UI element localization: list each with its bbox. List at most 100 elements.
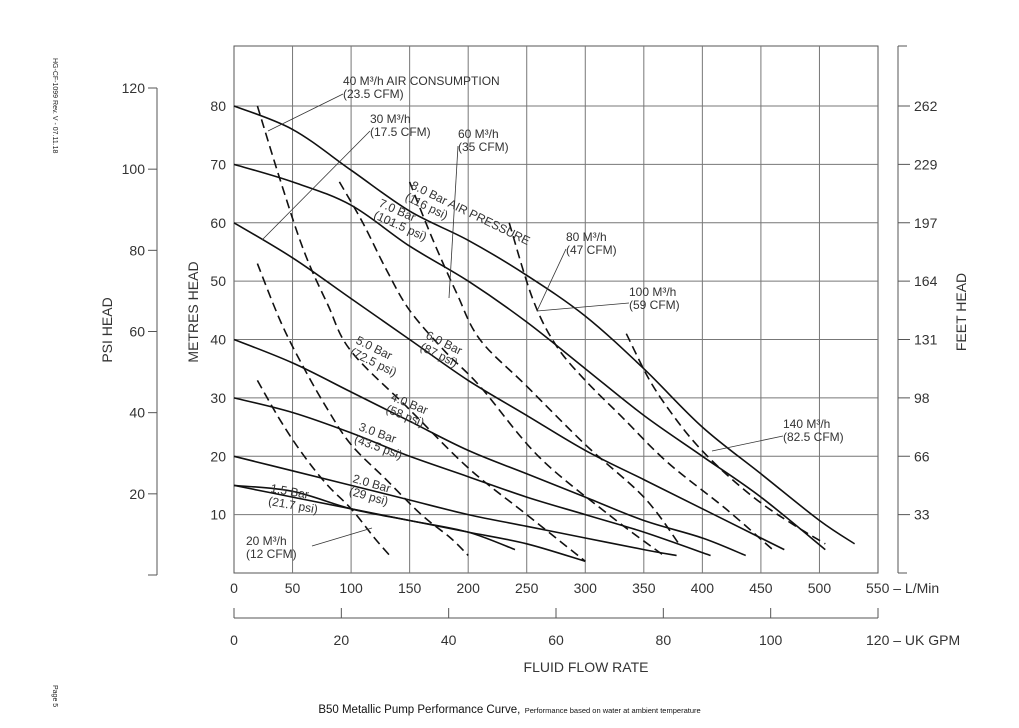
metres-tick-label: 80	[210, 98, 226, 114]
series-label-line: 100 M³/h	[629, 285, 676, 299]
caption-main: B50 Metallic Pump Performance Curve,	[318, 704, 521, 716]
series-labels: 8.0 Bar AIR PRESSURE(116 psi)7.0 Bar(101…	[246, 74, 844, 561]
gpm-tick-label: 0	[230, 632, 238, 648]
series-label-9: 30 M³/h (17.5 CFM)	[370, 112, 431, 139]
gpm-tick-label: 60	[548, 632, 564, 648]
caption-note: Performance based on water at ambient te…	[524, 706, 701, 715]
air-pressure-curve-4	[233, 397, 711, 557]
series-label-line: (17.5 CFM)	[370, 125, 431, 139]
feet-tick-label: 33	[914, 507, 930, 523]
series-label-line: (47 CFM)	[566, 243, 617, 257]
metres-ticks: 10 20 30 40 50 60 70 80	[210, 98, 226, 523]
lmin-ticks: 0 50 100 150 200 250 300 350 400 450 500	[230, 580, 831, 596]
feet-tick-label: 197	[914, 215, 938, 231]
label-leader-line	[536, 248, 567, 312]
lmin-tick-label: 200	[457, 580, 481, 596]
label-leader-line	[267, 93, 344, 132]
metres-tick-label: 60	[210, 215, 226, 231]
air-consumption-curve-13	[508, 222, 774, 551]
chart-caption: B50 Metallic Pump Performance Curve, Per…	[0, 700, 1019, 718]
air-pressure-curve-0	[233, 105, 856, 545]
air-consumption-curve-9	[256, 263, 469, 557]
series-label-line: (59 CFM)	[629, 298, 680, 312]
lmin-tick-label: 350	[632, 580, 656, 596]
grid	[234, 46, 878, 573]
series-label-8: 20 M³/h (12 CFM)	[246, 534, 297, 561]
series-label-line: 30 M³/h	[370, 112, 411, 126]
plot-frame	[233, 45, 879, 574]
document-id: HG-CF-1099 Rev. V - 07.11.18	[51, 58, 58, 154]
series-label-line: 80 M³/h	[566, 230, 607, 244]
metres-tick-label: 50	[210, 273, 226, 289]
air-consumption-curve-11	[338, 181, 665, 557]
series-label-3: 5.0 Bar(72.5 psi)	[348, 333, 405, 379]
series-label-line: (82.5 CFM)	[783, 430, 844, 444]
psi-axis-label: PSI HEAD	[99, 297, 115, 362]
series-label-line: 60 M³/h	[458, 127, 499, 141]
lmin-tick-label: 50	[285, 580, 301, 596]
lmin-tick-label: 150	[398, 580, 422, 596]
metres-axis-label: METRES HEAD	[185, 261, 201, 362]
feet-tick-label: 262	[914, 98, 938, 114]
lmin-tick-label: 250	[515, 580, 539, 596]
feet-ticks: 33 66 98 131 164 197 229 262	[898, 45, 938, 574]
series-label-6: 2.0 Bar(29 psi)	[348, 471, 394, 508]
lmin-axis-end-label: 550 – L/Min	[866, 580, 939, 596]
feet-tick-label: 131	[914, 332, 938, 348]
psi-tick-label: 20	[129, 486, 145, 502]
metres-tick-label: 10	[210, 507, 226, 523]
lmin-tick-label: 300	[574, 580, 598, 596]
feet-axis-label: FEET HEAD	[953, 273, 969, 351]
label-leader-line	[448, 145, 459, 299]
series-label-line: 140 M³/h	[783, 417, 830, 431]
lmin-tick-label: 400	[691, 580, 715, 596]
lmin-tick-label: 0	[230, 580, 238, 596]
metres-tick-label: 40	[210, 332, 226, 348]
air-pressure-curve-3	[233, 338, 746, 557]
series-label-line: 20 M³/h	[246, 534, 287, 548]
gpm-axis-end-label: 120 – UK GPM	[866, 632, 960, 648]
air-pressure-curve-5	[233, 455, 677, 557]
metres-tick-label: 30	[210, 390, 226, 406]
gpm-ticks: 0 20 40 60 80 100	[230, 608, 879, 648]
feet-tick-label: 66	[914, 448, 930, 464]
label-leader-line	[311, 527, 373, 547]
air-pressure-curve-7	[233, 484, 516, 551]
series-label-line: 1.5 Bar	[269, 481, 310, 502]
series-label-7: 1.5 Bar(21.7 psi)	[267, 481, 321, 516]
series-label-10: 40 M³/h AIR CONSUMPTION (23.5 CFM)	[343, 74, 500, 101]
x-axis-label: FLUID FLOW RATE	[524, 659, 649, 675]
feet-tick-label: 98	[914, 390, 930, 406]
series-label-line: (23.5 CFM)	[343, 87, 404, 101]
air-pressure-curve-1	[233, 163, 826, 551]
feet-tick-label: 229	[914, 156, 938, 172]
gpm-tick-label: 40	[441, 632, 457, 648]
series-label-line: (21.7 psi)	[267, 494, 319, 516]
series-layer	[233, 105, 856, 563]
label-leader-line	[261, 130, 371, 241]
air-pressure-curve-2	[233, 222, 785, 551]
metres-tick-label: 70	[210, 156, 226, 172]
psi-tick-label: 80	[129, 242, 145, 258]
series-label-line: (12 CFM)	[246, 547, 297, 561]
air-consumption-curve-14	[625, 333, 826, 545]
series-label-line: 40 M³/h AIR CONSUMPTION	[343, 74, 500, 88]
air-consumption-curve-12	[408, 181, 680, 545]
psi-tick-label: 120	[122, 80, 146, 96]
lmin-tick-label: 450	[749, 580, 773, 596]
gpm-tick-label: 100	[759, 632, 783, 648]
label-leader-line	[711, 435, 784, 452]
series-label-2: 6.0 Bar(87 psi)	[418, 328, 466, 370]
lmin-tick-label: 100	[339, 580, 363, 596]
lmin-tick-label: 500	[808, 580, 832, 596]
feet-tick-label: 164	[914, 273, 938, 289]
series-label-14: 140 M³/h (82.5 CFM)	[783, 417, 844, 444]
psi-tick-label: 40	[129, 405, 145, 421]
gpm-tick-label: 80	[656, 632, 672, 648]
series-label-11: 60 M³/h (35 CFM)	[458, 127, 509, 154]
series-label-12: 80 M³/h (47 CFM)	[566, 230, 617, 257]
label-leader-line	[536, 302, 630, 312]
psi-ticks: 20 40 60 80 100 120	[122, 80, 157, 576]
series-label-line: (35 CFM)	[458, 140, 509, 154]
